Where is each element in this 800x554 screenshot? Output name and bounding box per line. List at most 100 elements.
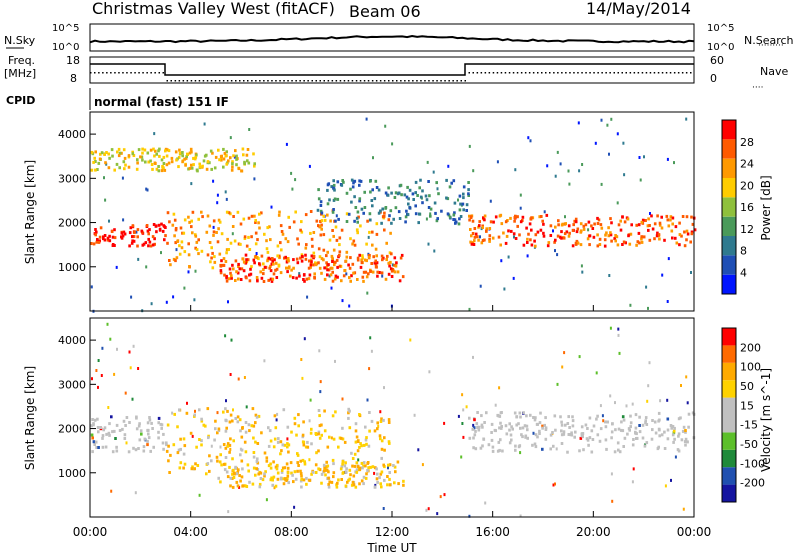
heatmap-cell [115,445,118,449]
heatmap-cell [95,230,98,234]
heatmap-cell [329,273,333,277]
heatmap-cell [228,465,231,469]
scatter-cell [561,365,564,369]
heatmap-cell [177,165,180,169]
scatter-cell [146,188,149,192]
heatmap-cell [148,416,151,419]
heatmap-cell [616,243,620,247]
heatmap-cell [387,261,390,265]
heatmap-cell [450,181,453,185]
heatmap-cell [303,273,306,277]
nave-point [295,80,297,82]
heatmap-cell [519,426,522,430]
heatmap-cell [604,438,608,442]
heatmap-cell [325,460,328,464]
heatmap-cell [527,232,530,236]
nave-point [653,72,656,74]
heatmap-cell [266,226,269,230]
nave-point [343,80,346,82]
heatmap-cell [272,445,276,449]
colorbar-segment [722,432,736,450]
heatmap-cell [339,467,343,471]
nave-point [118,72,120,74]
heatmap-cell [362,461,366,465]
scatter-cell [219,445,222,449]
heatmap-cell [684,443,687,447]
scatter-cell [369,336,372,340]
heatmap-cell [318,468,322,472]
scatter-cell [622,141,625,145]
nave-point [375,80,378,82]
heatmap-cell [286,425,290,429]
heatmap-cell [315,433,318,436]
heatmap-cell [488,239,491,243]
heatmap-cell [235,163,238,167]
heatmap-cell [267,278,270,282]
heatmap-cell [303,462,307,466]
heatmap-cell [267,426,270,430]
heatmap-cell [273,414,277,418]
heatmap-cell [377,188,381,192]
heatmap-cell [508,441,512,445]
heatmap-cell [267,256,271,260]
heatmap-cell [514,444,517,448]
scatter-cell [552,483,555,487]
heatmap-cell [673,426,676,430]
nave-point [178,80,181,82]
heatmap-cell [309,258,313,262]
scatter-cell [581,270,584,274]
heatmap-cell [222,147,225,151]
heatmap-cell [284,255,287,259]
heatmap-cell [295,257,299,261]
heatmap-cell [394,470,397,474]
heatmap-cell [371,204,374,208]
heatmap-cell [245,276,248,280]
heatmap-cell [681,429,685,433]
heatmap-cell [153,242,156,246]
scatter-cell [457,414,460,418]
heatmap-cell [674,236,677,240]
nave-point [504,72,507,74]
heatmap-cell [514,237,518,240]
heatmap-cell [609,231,612,235]
scatter-cell [602,419,605,423]
heatmap-cell [388,483,392,487]
heatmap-cell [563,232,567,236]
scatter-cell [690,271,692,274]
heatmap-cell [304,213,308,217]
x-tick-label: 00:00 [677,525,712,539]
heatmap-cell [198,438,201,441]
nave-point [448,80,450,82]
heatmap-cell [353,464,357,468]
heatmap-cell [562,430,566,434]
heatmap-cell [179,447,182,451]
heatmap-cell [671,236,674,240]
heatmap-cell [185,155,188,159]
heatmap-cell [134,448,138,452]
scatter-cell [513,235,515,239]
heatmap-cell [354,440,358,444]
colorbar-segment [722,139,736,159]
heatmap-cell [296,453,300,457]
heatmap-cell [250,265,253,269]
heatmap-cell [368,429,371,433]
heatmap-cell [227,277,231,281]
heatmap-cell [382,463,385,467]
heatmap-cell [543,423,546,427]
heatmap-cell [237,265,240,268]
heatmap-cell [180,240,184,244]
heatmap-cell [660,433,664,437]
heatmap-cell [684,437,688,441]
heatmap-cell [231,263,234,267]
heatmap-cell [179,437,182,441]
heatmap-cell [151,235,155,239]
heatmap-cell [120,235,123,239]
heatmap-cell [224,429,228,433]
heatmap-cell [223,151,227,155]
heatmap-cell [129,226,133,230]
heatmap-cell [154,149,157,153]
heatmap-cell [610,221,613,225]
heatmap-cell [147,237,150,241]
heatmap-cell [341,426,344,430]
